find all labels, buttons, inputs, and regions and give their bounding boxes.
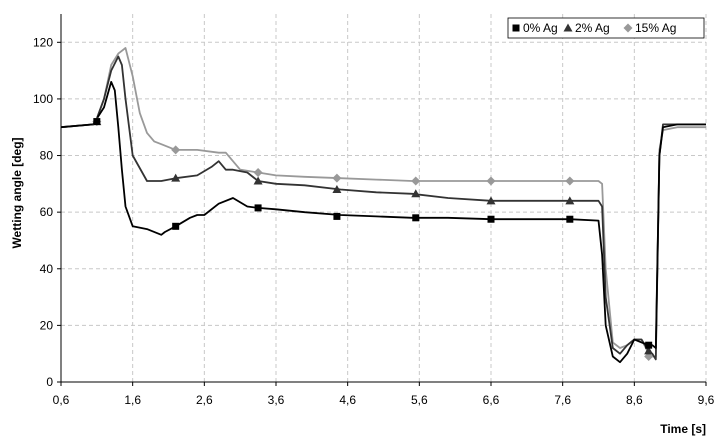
legend-label: 2% Ag: [575, 21, 610, 35]
data-point-marker: [93, 118, 100, 125]
data-point-marker: [255, 204, 262, 211]
data-point-marker: [645, 342, 652, 349]
data-point-marker: [566, 216, 573, 223]
x-tick-label: 0,6: [53, 393, 70, 407]
x-tick-label: 9,6: [698, 393, 715, 407]
data-point-marker: [333, 213, 340, 220]
x-tick-label: 4,6: [339, 393, 356, 407]
x-tick-label: 2,6: [196, 393, 213, 407]
legend: 0% Ag 2% Ag 15% Ag: [508, 18, 704, 38]
data-point-marker: [412, 214, 419, 221]
y-tick-label: 0: [46, 375, 53, 389]
legend-marker: [513, 25, 520, 32]
x-tick-label: 7,6: [554, 393, 571, 407]
data-point-marker: [172, 223, 179, 230]
y-tick-label: 80: [40, 149, 54, 163]
x-tick-label: 8,6: [626, 393, 643, 407]
x-tick-label: 3,6: [268, 393, 285, 407]
x-tick-label: 5,6: [411, 393, 428, 407]
y-tick-label: 40: [40, 262, 54, 276]
x-tick-label: 1,6: [124, 393, 141, 407]
x-axis-title: Time [s]: [660, 422, 706, 436]
y-tick-label: 100: [33, 92, 53, 106]
legend-label: 15% Ag: [635, 21, 676, 35]
y-tick-label: 60: [40, 205, 54, 219]
x-tick-label: 6,6: [483, 393, 500, 407]
legend-label: 0% Ag: [523, 21, 558, 35]
y-tick-label: 120: [33, 35, 53, 49]
y-axis-title: Wetting angle [deg]: [10, 137, 24, 248]
data-point-marker: [488, 216, 495, 223]
y-tick-label: 20: [40, 318, 54, 332]
